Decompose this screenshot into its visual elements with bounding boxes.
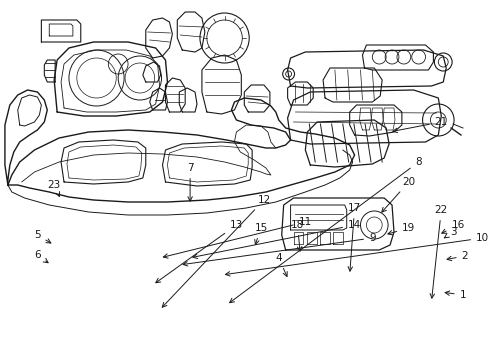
- Text: 11: 11: [163, 217, 311, 258]
- Text: 9: 9: [183, 233, 375, 266]
- Text: 16: 16: [441, 220, 464, 233]
- Text: 1: 1: [444, 290, 465, 300]
- Text: 19: 19: [387, 223, 414, 235]
- Text: 5: 5: [34, 230, 51, 243]
- Text: 21: 21: [392, 117, 447, 132]
- Text: 14: 14: [193, 220, 361, 258]
- Text: 17: 17: [347, 203, 361, 271]
- Text: 7: 7: [186, 163, 193, 201]
- Text: 20: 20: [381, 177, 414, 212]
- Text: 13: 13: [156, 220, 243, 283]
- Text: 4: 4: [275, 253, 286, 276]
- Text: 6: 6: [34, 250, 48, 263]
- Text: 8: 8: [229, 157, 421, 303]
- Text: 3: 3: [444, 227, 455, 238]
- Text: 22: 22: [429, 205, 447, 298]
- Text: 23: 23: [47, 180, 61, 197]
- Text: 12: 12: [162, 195, 270, 307]
- Text: 10: 10: [225, 233, 488, 276]
- Text: 18: 18: [290, 220, 304, 251]
- Text: 2: 2: [446, 251, 468, 261]
- Text: 15: 15: [254, 223, 267, 244]
